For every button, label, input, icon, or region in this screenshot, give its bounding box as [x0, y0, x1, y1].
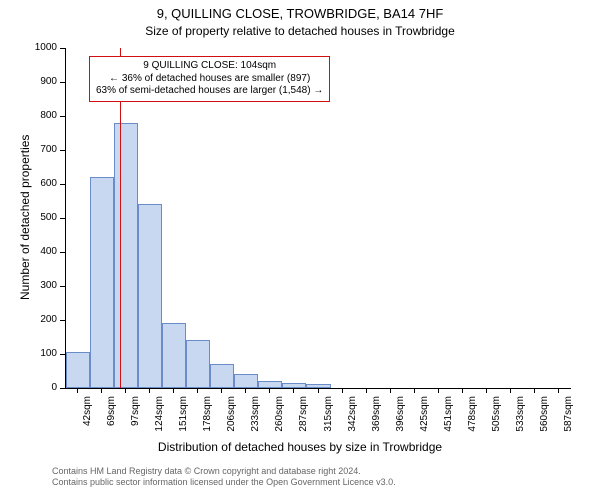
page-subtitle: Size of property relative to detached ho… — [0, 24, 600, 38]
x-tick-label: 560sqm — [539, 396, 550, 446]
x-tick — [221, 388, 222, 393]
footer-text: Contains HM Land Registry data © Crown c… — [52, 466, 396, 489]
x-tick-label: 396sqm — [395, 396, 406, 446]
x-tick — [77, 388, 78, 393]
y-tick-label: 600 — [27, 178, 57, 189]
y-tick — [60, 82, 65, 83]
y-tick — [60, 320, 65, 321]
x-tick — [318, 388, 319, 393]
histogram-bar — [138, 204, 162, 388]
histogram-bar — [162, 323, 186, 388]
x-tick-label: 260sqm — [274, 396, 285, 446]
y-tick-label: 700 — [27, 144, 57, 155]
x-tick-label: 587sqm — [563, 396, 574, 446]
y-tick — [60, 354, 65, 355]
footer-line2: Contains public sector information licen… — [52, 477, 396, 488]
footer-line1: Contains HM Land Registry data © Crown c… — [52, 466, 396, 477]
x-tick — [534, 388, 535, 393]
y-tick-label: 1000 — [27, 42, 57, 53]
x-tick-label: 315sqm — [323, 396, 334, 446]
histogram-bar — [186, 340, 210, 388]
x-tick — [342, 388, 343, 393]
x-tick-label: 425sqm — [419, 396, 430, 446]
x-tick-label: 342sqm — [347, 396, 358, 446]
x-tick-label: 478sqm — [467, 396, 478, 446]
y-tick-label: 900 — [27, 76, 57, 87]
x-tick — [125, 388, 126, 393]
x-tick-label: 451sqm — [443, 396, 454, 446]
x-tick — [414, 388, 415, 393]
x-tick-label: 206sqm — [226, 396, 237, 446]
page-title: 9, QUILLING CLOSE, TROWBRIDGE, BA14 7HF — [0, 6, 600, 21]
histogram-bar — [282, 383, 306, 388]
y-tick — [60, 116, 65, 117]
x-tick-label: 233sqm — [250, 396, 261, 446]
info-line: 9 QUILLING CLOSE: 104sqm — [96, 60, 323, 73]
x-tick-label: 151sqm — [178, 396, 189, 446]
info-box: 9 QUILLING CLOSE: 104sqm← 36% of detache… — [89, 56, 330, 102]
y-tick-label: 400 — [27, 246, 57, 257]
y-tick-label: 300 — [27, 280, 57, 291]
histogram-bar — [210, 364, 234, 388]
x-tick-label: 287sqm — [298, 396, 309, 446]
x-tick — [366, 388, 367, 393]
x-tick — [462, 388, 463, 393]
x-tick-label: 178sqm — [202, 396, 213, 446]
chart-container: { "header": { "title": "9, QUILLING CLOS… — [0, 0, 600, 500]
x-tick — [245, 388, 246, 393]
x-tick-label: 369sqm — [371, 396, 382, 446]
histogram-bar — [258, 381, 282, 388]
x-tick — [149, 388, 150, 393]
x-tick-label: 505sqm — [491, 396, 502, 446]
x-tick-label: 124sqm — [154, 396, 165, 446]
x-tick — [486, 388, 487, 393]
x-tick — [101, 388, 102, 393]
x-tick — [269, 388, 270, 393]
x-tick-label: 42sqm — [82, 396, 93, 446]
x-tick-label: 97sqm — [130, 396, 141, 446]
x-tick — [173, 388, 174, 393]
y-tick-label: 200 — [27, 314, 57, 325]
y-tick-label: 800 — [27, 110, 57, 121]
y-tick — [60, 388, 65, 389]
x-tick — [510, 388, 511, 393]
x-tick-label: 533sqm — [515, 396, 526, 446]
x-tick — [197, 388, 198, 393]
x-tick — [558, 388, 559, 393]
x-tick — [438, 388, 439, 393]
y-tick-label: 500 — [27, 212, 57, 223]
y-tick — [60, 286, 65, 287]
x-tick — [293, 388, 294, 393]
x-tick — [390, 388, 391, 393]
y-tick-label: 0 — [27, 382, 57, 393]
y-tick — [60, 218, 65, 219]
y-tick-label: 100 — [27, 348, 57, 359]
y-tick — [60, 184, 65, 185]
y-tick — [60, 150, 65, 151]
info-line: ← 36% of detached houses are smaller (89… — [96, 73, 323, 86]
info-line: 63% of semi-detached houses are larger (… — [96, 85, 323, 98]
histogram-bar — [66, 352, 90, 388]
x-tick-label: 69sqm — [106, 396, 117, 446]
histogram-bar — [234, 374, 258, 388]
y-tick — [60, 48, 65, 49]
histogram-bar — [90, 177, 114, 388]
y-tick — [60, 252, 65, 253]
histogram-bar — [114, 123, 138, 388]
